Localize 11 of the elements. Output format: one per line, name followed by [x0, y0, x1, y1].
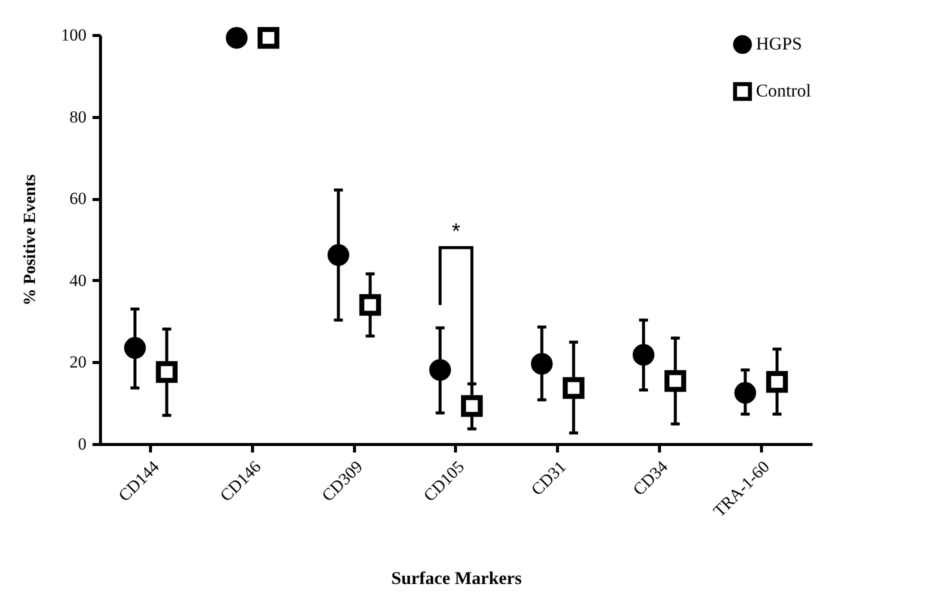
y-tick-label: 40	[70, 270, 86, 290]
x-axis-title: Surface Markers	[391, 568, 522, 588]
y-tick-label: 80	[70, 107, 86, 126]
y-tick-label: 100	[61, 26, 86, 44]
y-tick-label: 20	[70, 352, 86, 372]
y-tick-label: 60	[70, 189, 86, 208]
y-tick-label: 0	[78, 434, 86, 454]
legend-label: Control	[756, 80, 812, 100]
legend-label: HGPS	[756, 34, 802, 54]
annotation: *	[452, 218, 461, 244]
y-axis-title: % Positive Events	[20, 174, 39, 306]
